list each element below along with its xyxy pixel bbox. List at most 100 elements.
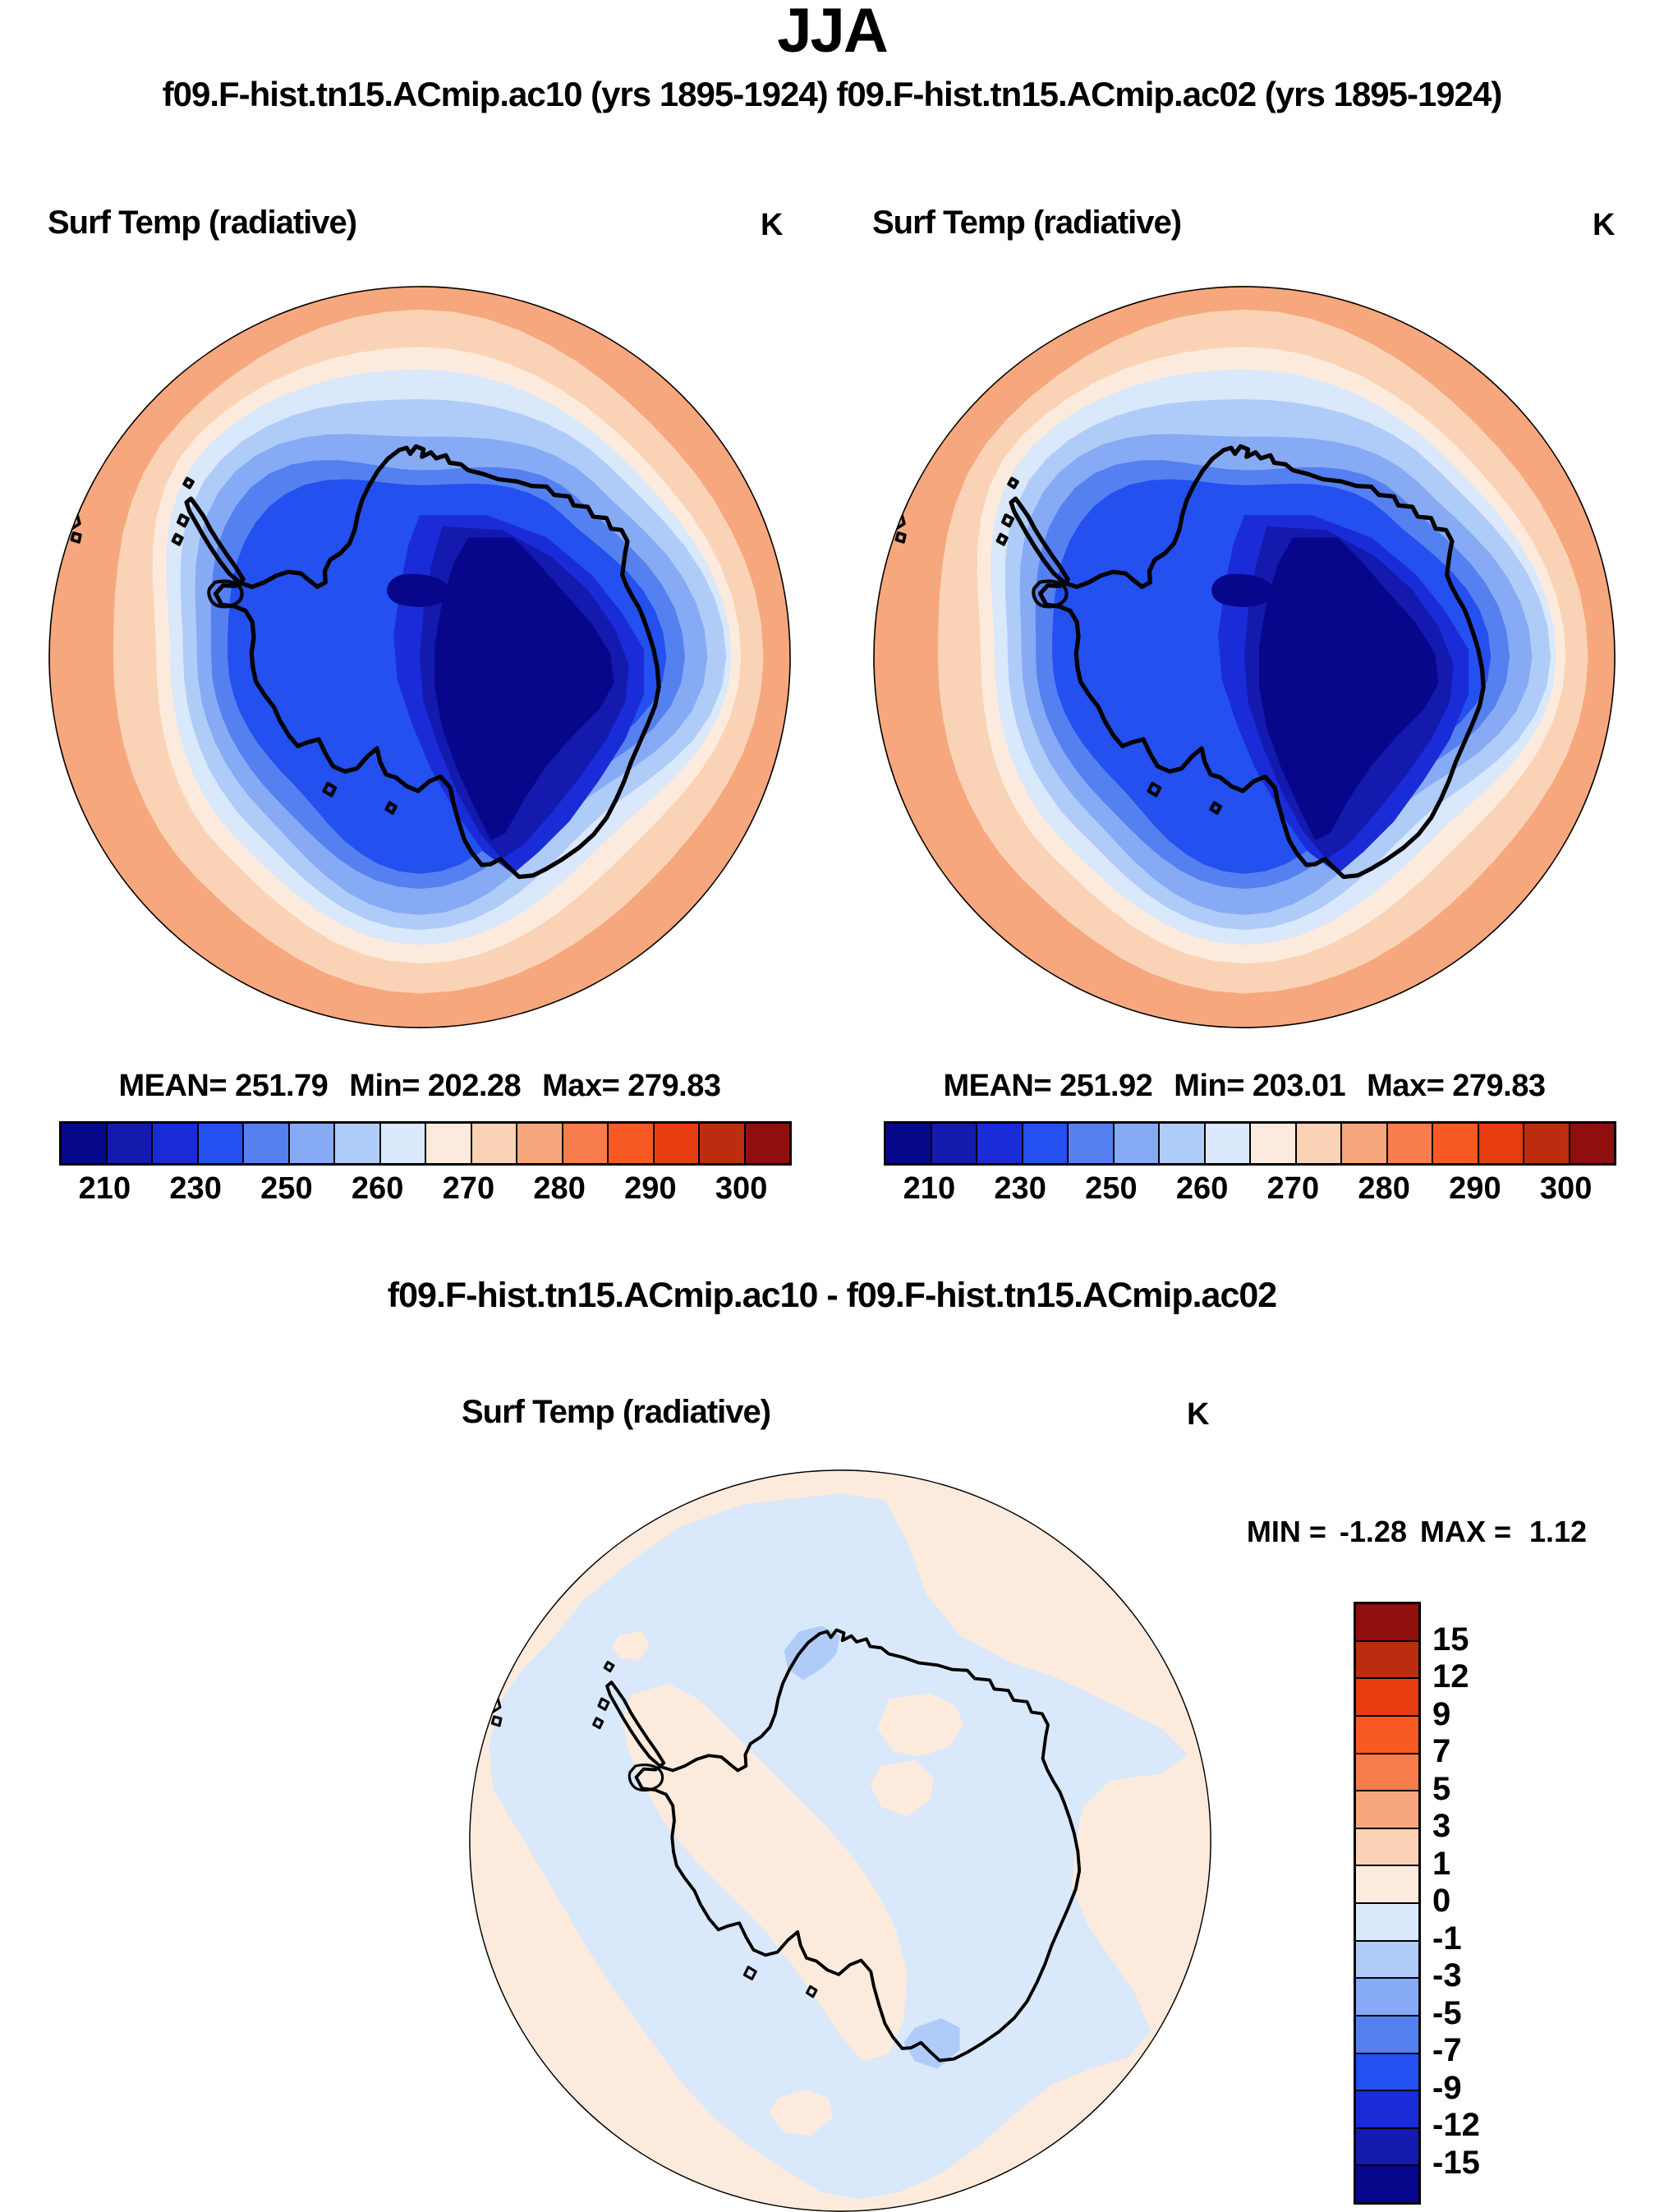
colorbar-cell — [1023, 1124, 1069, 1163]
colorbar-tick-label: -9 — [1432, 2070, 1462, 2106]
colorbar-tick-label: 12 — [1432, 1658, 1469, 1695]
colorbar-cell — [1478, 1124, 1524, 1163]
colorbar-tick-label: 210 — [78, 1171, 131, 1206]
colorbar-tick-label: 250 — [260, 1171, 313, 1206]
colorbar-tick-label: 280 — [1358, 1171, 1410, 1206]
colorbar-tick-label: 280 — [533, 1171, 586, 1206]
colorbar-tick-label: -5 — [1432, 1995, 1462, 2031]
colorbar-cell — [244, 1124, 290, 1163]
colorbar-tick-label: 300 — [1539, 1171, 1593, 1206]
min-label: Min= — [349, 1069, 420, 1103]
mean-label: MEAN= — [943, 1069, 1052, 1103]
colorbar-cell — [426, 1124, 472, 1163]
colorbar-cell — [1069, 1124, 1115, 1163]
colorbar-cell — [1356, 1604, 1418, 1642]
colorbar-cell — [380, 1124, 426, 1163]
colorbar-cell — [289, 1124, 335, 1163]
colorbar-cell — [1342, 1124, 1388, 1163]
colorbar-right-ticks: 210 230 250 260 270 280 290 300 — [884, 1173, 1611, 1209]
colorbar-tick-label: 9 — [1432, 1696, 1451, 1732]
colorbar-left — [59, 1121, 792, 1166]
panel-right-field-label: Surf Temp (radiative) — [872, 205, 1182, 241]
panel-left-stats: MEAN= 251.79 Min= 202.28 Max= 279.83 — [46, 1070, 793, 1101]
min-value: 203.01 — [1252, 1069, 1346, 1103]
colorbar-tick-label: 260 — [1175, 1171, 1229, 1206]
antarctica-coastline — [184, 444, 661, 880]
colorbar-tick-label: -7 — [1432, 2032, 1462, 2068]
colorbar-cell — [1296, 1124, 1342, 1163]
case-subtitle: f09.F-hist.tn15.ACmip.ac10 (yrs 1895-192… — [162, 75, 1503, 113]
colorbar-cell — [1356, 1904, 1418, 1942]
colorbar-cell — [517, 1124, 563, 1163]
diff-max-label: MAX = — [1419, 1515, 1512, 1548]
colorbar-cell — [886, 1124, 932, 1163]
map-surface-temp-difference — [469, 1469, 1211, 2212]
difference-units: K — [1187, 1397, 1210, 1432]
colorbar-cell — [1356, 2128, 1418, 2167]
colorbar-cell — [1356, 1941, 1418, 1980]
min-value: 202.28 — [427, 1069, 522, 1103]
colorbar-tick-label: 260 — [351, 1171, 404, 1206]
colorbar-tick-label: 210 — [903, 1171, 956, 1206]
colorbar-cell — [62, 1124, 108, 1163]
colorbar-cell — [609, 1124, 655, 1163]
mean-value: 251.92 — [1060, 1069, 1153, 1103]
colorbar-cell — [1356, 1754, 1418, 1792]
colorbar-left-ticks: 210 230 250 260 270 280 290 300 — [59, 1173, 787, 1209]
colorbar-tick-label: -1 — [1432, 1920, 1462, 1957]
colorbar-cell — [1356, 1641, 1418, 1680]
colorbar-cell — [1387, 1124, 1433, 1163]
colorbar-cell — [107, 1124, 153, 1163]
colorbar-cell — [1205, 1124, 1251, 1163]
colorbar-tick-label: 0 — [1432, 1883, 1451, 1919]
season-title: JJA — [777, 0, 888, 66]
difference-title: f09.F-hist.tn15.ACmip.ac10 - f09.F-hist.… — [387, 1276, 1277, 1315]
colorbar-right — [884, 1121, 1616, 1166]
colorbar-cell — [1356, 1791, 1418, 1829]
diff-min-value: -1.28 — [1339, 1515, 1407, 1548]
colorbar-tick-label: 1 — [1432, 1846, 1451, 1882]
antarctica-coastline — [605, 1628, 1082, 2063]
max-label: Max= — [542, 1069, 620, 1103]
panel-left-units: K — [761, 208, 784, 242]
colorbar-tick-label: 290 — [1449, 1171, 1501, 1206]
colorbar-cell — [700, 1124, 746, 1163]
colorbar-tick-label: 5 — [1432, 1771, 1451, 1807]
colorbar-tick-label: 230 — [169, 1171, 222, 1206]
min-label: Min= — [1174, 1069, 1244, 1103]
colorbar-cell — [1356, 1716, 1418, 1754]
difference-field-label: Surf Temp (radiative) — [462, 1394, 771, 1430]
colorbar-tick-label: 270 — [1266, 1171, 1320, 1206]
colorbar-cell — [1356, 2166, 1418, 2202]
antarctic-islands — [592, 1660, 818, 1998]
colorbar-tick-label: 250 — [1085, 1171, 1138, 1206]
colorbar-cell — [1356, 1679, 1418, 1717]
diff-min-label: MIN = — [1246, 1515, 1326, 1548]
colorbar-tick-label: 290 — [624, 1171, 677, 1206]
colorbar-cell — [654, 1124, 700, 1163]
max-value: 279.83 — [1452, 1069, 1546, 1103]
temp-contour-layers — [48, 286, 791, 1028]
colorbar-cell — [1524, 1124, 1570, 1163]
colorbar-tick-label: 7 — [1432, 1733, 1451, 1769]
map-boundary-circle — [48, 286, 791, 1028]
mean-label: MEAN= — [118, 1069, 228, 1103]
mean-value: 251.79 — [235, 1069, 329, 1103]
colorbar-tick-label: 3 — [1432, 1808, 1451, 1844]
colorbar-cell — [1356, 2053, 1418, 2092]
colorbar-cell — [153, 1124, 199, 1163]
diff-max-value: 1.12 — [1529, 1515, 1588, 1548]
max-value: 279.83 — [627, 1069, 721, 1103]
colorbar-cell — [1433, 1124, 1479, 1163]
colorbar-cell — [1356, 1979, 1418, 2017]
colorbar-difference-ticks: 15 12 9 7 5 3 1 0 -1 -3 -5 -7 -9 -12 -15 — [1432, 1602, 1547, 2200]
difference-minmax: MIN = -1.28 MAX = 1.12 — [1232, 1517, 1602, 1547]
colorbar-tick-label: 230 — [994, 1171, 1046, 1206]
panel-right-units: K — [1593, 208, 1616, 242]
colorbar-tick-label: 300 — [715, 1171, 768, 1206]
colorbar-cell — [745, 1124, 789, 1163]
colorbar-tick-label: 270 — [442, 1171, 495, 1206]
map-surface-temp-ac02 — [871, 283, 1618, 1031]
colorbar-cell — [1356, 2091, 1418, 2129]
